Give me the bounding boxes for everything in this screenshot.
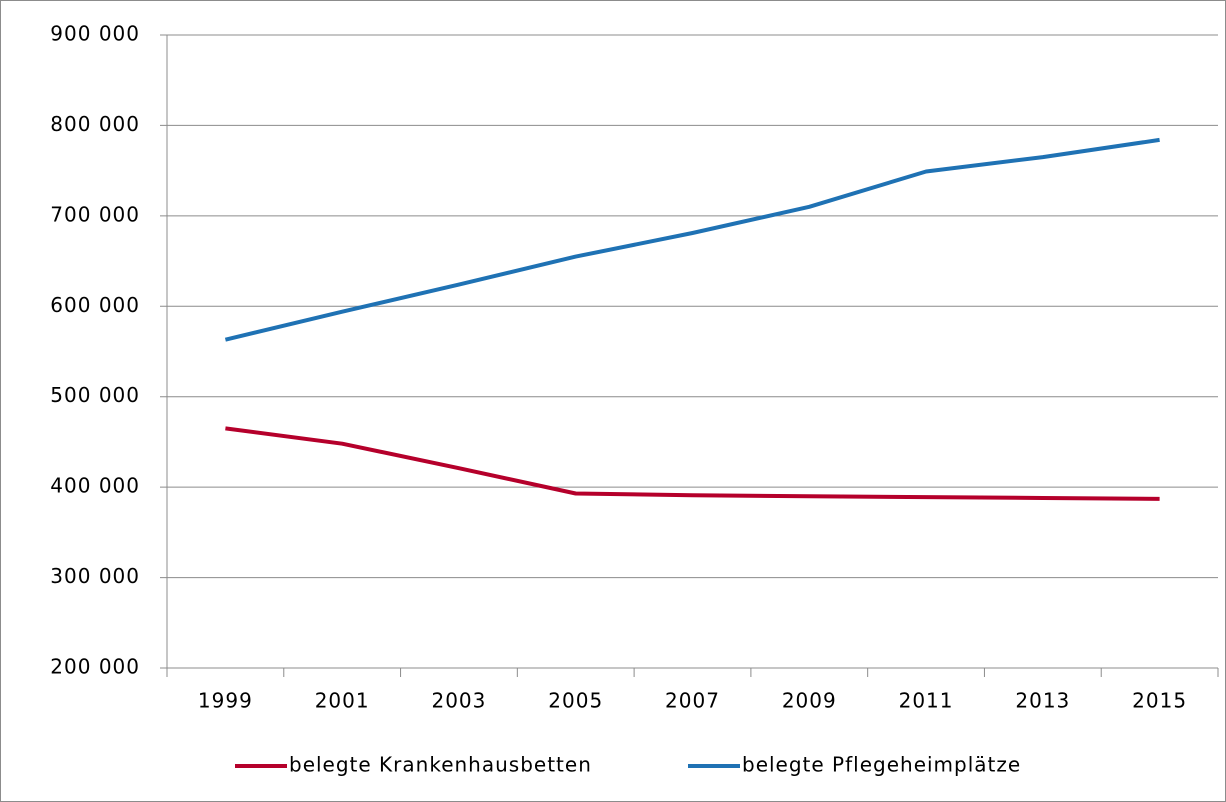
x-tick-label: 2001 (315, 689, 370, 713)
x-tick-label: 2011 (899, 689, 954, 713)
y-tick-label: 500 000 (50, 383, 140, 407)
x-tick-label: 2005 (548, 689, 603, 713)
series-line (225, 426, 1160, 501)
series-line (224, 137, 1160, 342)
legend-label: belegte Krankenhausbetten (289, 753, 592, 777)
x-tick-label: 2015 (1132, 689, 1187, 713)
x-tick-label: 2003 (431, 689, 486, 713)
y-tick-label: 900 000 (50, 22, 140, 46)
y-tick-label: 700 000 (50, 202, 140, 226)
x-tick-label: 2007 (665, 689, 720, 713)
x-tick-label: 1999 (198, 689, 253, 713)
legend-label: belegte Pflegeheimplätze (742, 753, 1021, 777)
y-tick-label: 600 000 (50, 293, 140, 317)
y-tick-label: 400 000 (50, 474, 140, 498)
x-tick-label: 2013 (1015, 689, 1070, 713)
x-tick-label: 2009 (782, 689, 837, 713)
y-tick-label: 300 000 (50, 564, 140, 588)
y-tick-label: 200 000 (50, 655, 140, 679)
y-tick-label: 800 000 (50, 112, 140, 136)
